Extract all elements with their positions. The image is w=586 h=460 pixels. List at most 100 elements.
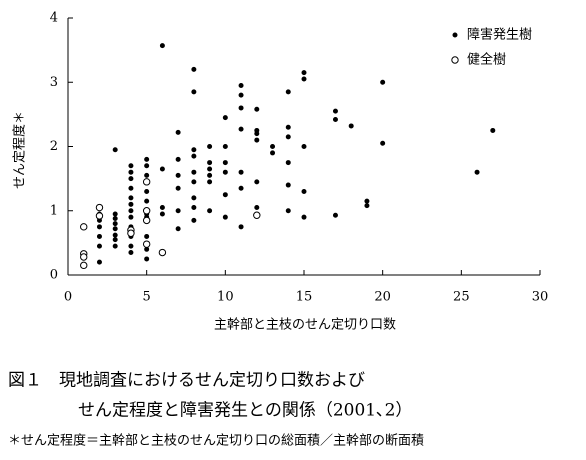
legend-marker bbox=[451, 56, 459, 64]
point bbox=[191, 179, 197, 185]
x-tick-label: 5 bbox=[143, 290, 151, 305]
point bbox=[144, 233, 150, 239]
point bbox=[270, 150, 276, 156]
point bbox=[159, 43, 165, 49]
note: ＊せん定程度＝主幹部と主枝のせん定切り口の総面積／主幹部の断面積 bbox=[8, 433, 424, 449]
point bbox=[254, 106, 260, 112]
point bbox=[285, 208, 291, 214]
point bbox=[222, 169, 228, 175]
point bbox=[191, 205, 197, 211]
point bbox=[332, 108, 338, 114]
point bbox=[128, 208, 134, 214]
point bbox=[222, 214, 228, 220]
point bbox=[128, 185, 134, 191]
point bbox=[112, 221, 118, 227]
point bbox=[207, 172, 213, 178]
point bbox=[96, 243, 102, 249]
point bbox=[253, 211, 261, 219]
point bbox=[191, 147, 197, 153]
point bbox=[144, 198, 150, 204]
point bbox=[238, 224, 244, 230]
y-tick-label: 4 bbox=[50, 11, 58, 26]
point bbox=[238, 126, 244, 132]
x-tick-label: 15 bbox=[296, 290, 313, 305]
point bbox=[207, 144, 213, 149]
point bbox=[144, 163, 150, 169]
legend-label: 健全樹 bbox=[467, 52, 506, 68]
point bbox=[207, 160, 213, 166]
point bbox=[128, 176, 134, 182]
point bbox=[285, 124, 291, 130]
point bbox=[158, 248, 167, 257]
point bbox=[301, 76, 307, 82]
point bbox=[285, 134, 291, 140]
point bbox=[207, 179, 213, 185]
point bbox=[474, 169, 480, 175]
point bbox=[301, 144, 307, 149]
point bbox=[128, 195, 134, 201]
point bbox=[144, 246, 150, 252]
point bbox=[80, 253, 88, 261]
legend-label: 障害発生樹 bbox=[467, 27, 532, 43]
point bbox=[112, 147, 118, 153]
point bbox=[380, 79, 386, 85]
point bbox=[254, 205, 260, 211]
point bbox=[238, 169, 244, 175]
point bbox=[128, 169, 134, 175]
point bbox=[380, 140, 386, 146]
caption-line: 図１ 現地調査におけるせん定切り口数および bbox=[8, 371, 365, 391]
point bbox=[332, 117, 338, 123]
point bbox=[128, 250, 134, 256]
point bbox=[112, 243, 118, 249]
point bbox=[191, 66, 197, 72]
point bbox=[112, 232, 118, 238]
point bbox=[112, 215, 118, 221]
point bbox=[364, 203, 370, 209]
point bbox=[254, 131, 260, 137]
point bbox=[238, 105, 244, 111]
point bbox=[142, 216, 151, 225]
y-tick-label: 0 bbox=[50, 268, 58, 283]
point bbox=[159, 211, 165, 217]
point bbox=[112, 211, 118, 217]
point bbox=[96, 224, 102, 230]
point bbox=[301, 70, 307, 76]
point bbox=[175, 156, 181, 162]
point bbox=[142, 178, 151, 186]
caption-line: せん定程度と障害発生との関係（2001､2） bbox=[78, 401, 412, 421]
point bbox=[144, 256, 150, 262]
point bbox=[144, 188, 150, 194]
point bbox=[191, 89, 197, 95]
point bbox=[159, 166, 165, 172]
point bbox=[175, 185, 181, 191]
point bbox=[270, 144, 276, 149]
point bbox=[332, 212, 338, 218]
point bbox=[128, 201, 134, 207]
point bbox=[175, 226, 181, 232]
point bbox=[95, 203, 104, 212]
point bbox=[191, 217, 197, 223]
point bbox=[191, 195, 197, 201]
point bbox=[285, 89, 291, 95]
point bbox=[222, 144, 228, 149]
x-axis-label: 主幹部と主枝のせん定切り口数 bbox=[214, 317, 396, 333]
x-tick-label: 0 bbox=[64, 290, 72, 305]
point bbox=[142, 207, 151, 215]
point bbox=[96, 259, 102, 265]
point bbox=[144, 172, 150, 178]
point bbox=[112, 237, 118, 243]
point bbox=[80, 223, 88, 231]
point bbox=[222, 192, 228, 198]
point bbox=[490, 127, 496, 133]
point bbox=[364, 198, 370, 204]
y-tick-label: 2 bbox=[50, 139, 58, 154]
point bbox=[191, 169, 197, 175]
x-tick-label: 20 bbox=[374, 290, 391, 305]
point bbox=[301, 214, 307, 220]
point bbox=[128, 243, 134, 249]
point bbox=[128, 214, 134, 220]
point bbox=[175, 129, 181, 135]
legend-marker bbox=[452, 32, 458, 38]
point bbox=[80, 261, 88, 270]
